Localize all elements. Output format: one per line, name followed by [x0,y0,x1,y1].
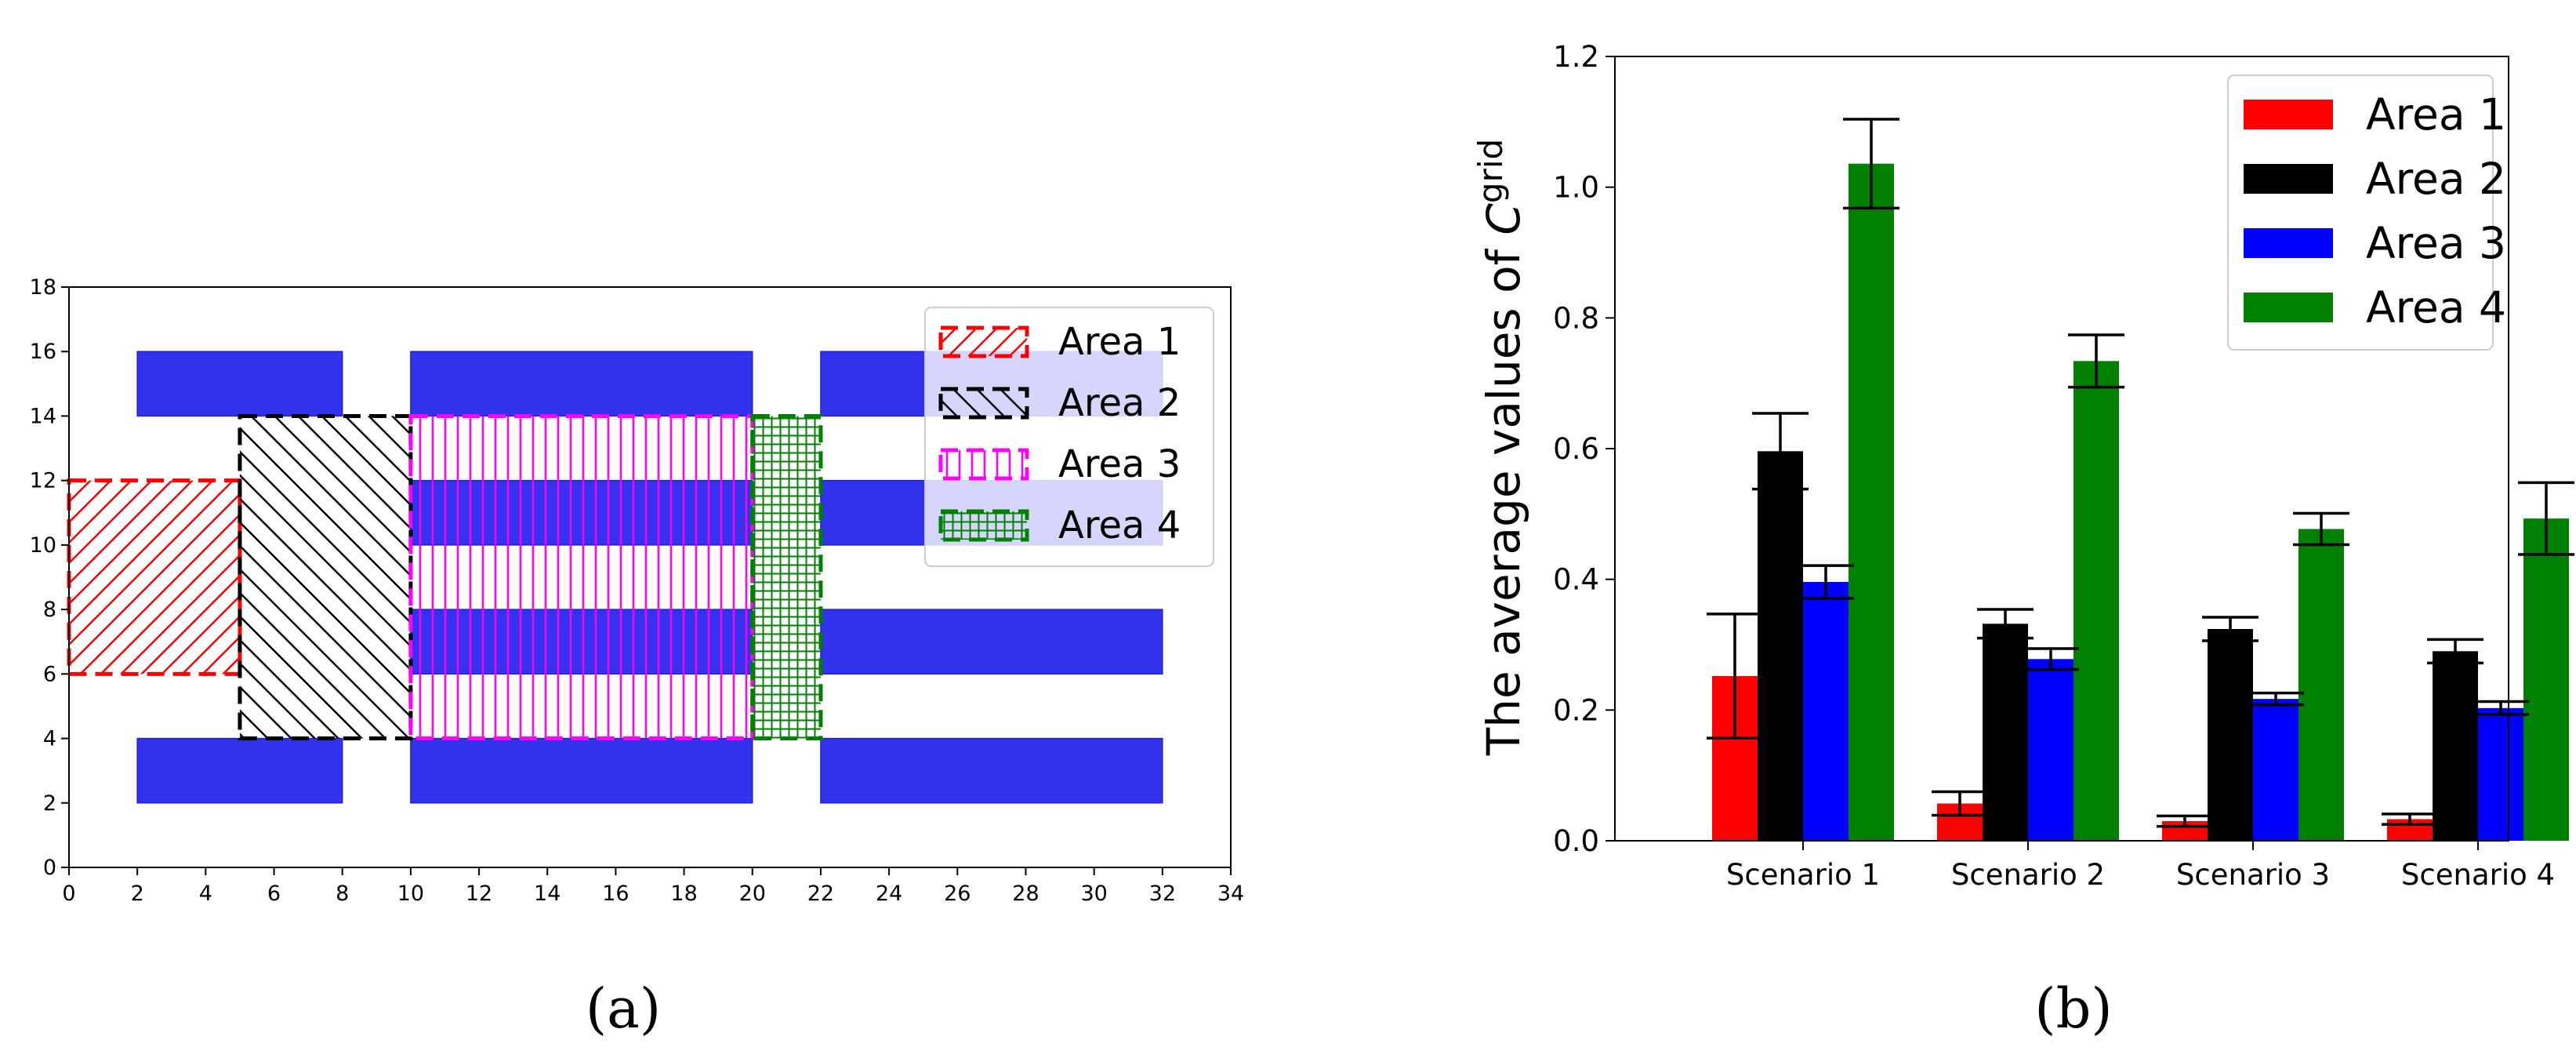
x-tick-label-a: 4 [199,882,212,906]
blue-block [410,737,753,804]
bars [1712,163,2569,841]
bar-area-3-scenario-4 [2478,707,2523,841]
legend-a: Area 1 Area 2 Area 3 Area 4 [924,307,1214,567]
bar-area-4-scenario-4 [2523,518,2569,841]
x-tick-label-a: 12 [466,882,492,906]
y-tick-label-a: 10 [30,533,56,558]
y-tick-label-a: 8 [43,598,56,622]
y-axis-label-sup: grid [1471,139,1510,203]
y-tick-label-b: 1.2 [1553,40,1599,74]
y-tick-label-a: 12 [30,469,56,493]
legend-b-label-4: Area 4 [2366,282,2506,333]
legend-b-swatch-3 [2244,228,2333,258]
bar-area-2-scenario-2 [1983,624,2028,841]
blue-block [820,737,1163,804]
blue-block [820,609,1163,675]
x-tick-label-a: 8 [336,882,349,906]
legend-b-swatch-4 [2244,293,2333,322]
bar-area-3-scenario-1 [1803,582,1849,841]
y-axis-label-symbol: C [1477,203,1530,235]
x-tick-label-a: 6 [267,882,281,906]
axes-a-frame [68,286,1232,868]
y-tick-label-b: 0.8 [1553,301,1599,335]
panel-b: 0.00.20.40.60.81.01.2 Scenario 1 Scenario… [1471,40,2574,1041]
x-tick-label-a: 32 [1149,882,1176,906]
y-tick-label-a: 6 [43,662,56,686]
legend-a-label-1: Area 1 [1058,320,1181,364]
blue-block [410,351,753,417]
blue-block [136,351,343,417]
x-tick-label-a: 34 [1217,882,1244,906]
legend-b-swatch-2 [2244,164,2333,194]
x-tick-label-a: 24 [876,882,902,906]
x-tick-label-a: 2 [131,882,144,906]
y-tick-label-b: 0.0 [1553,824,1599,858]
legend-a-swatch-2 [938,387,1029,420]
legend-b-swatch-1 [2244,100,2333,129]
legend-a-swatch-1 [938,325,1029,358]
y-tick-label-a: 0 [43,856,56,880]
y-axis-ticks-a: 0 2 4 6 8 10 12 14 16 18 [30,275,69,880]
bar-area-3-scenario-3 [2253,699,2298,841]
x-tick-label-a: 30 [1080,882,1107,906]
y-tick-label-a: 16 [30,340,56,364]
error-bars [1707,118,2574,828]
legend-a-label-3: Area 3 [1058,442,1181,486]
y-tick-label-b: 0.2 [1553,693,1599,727]
bar-area-2-scenario-3 [2208,629,2253,841]
bar-area-4-scenario-2 [2073,361,2119,841]
y-axis-label-prefix: The average values of [1477,235,1530,757]
y-tick-label-a: 4 [43,727,56,751]
x-tick-label-a: 28 [1012,882,1039,906]
x-tick-label-a: 14 [534,882,561,906]
legend-a-label-4: Area 4 [1058,504,1181,547]
x-axis-ticks-a: 0 2 4 6 8 10 12 14 16 18 20 22 24 26 28 30 32 34 [62,867,1244,906]
bar-area-2-scenario-4 [2433,651,2478,841]
legend-a-label-2: Area 2 [1058,381,1181,425]
y-tick-label-b: 0.4 [1553,563,1599,597]
area-region-4 [750,413,823,741]
bar-area-4-scenario-3 [2298,529,2344,841]
y-axis-label-b: The average values of Cgrid [1471,139,1530,756]
y-tick-label-b: 0.6 [1553,432,1599,466]
caption-a: (a) [586,976,661,1041]
area-region-2 [238,413,413,741]
x-tick-label-b: Scenario 3 [2176,858,2330,892]
caption-b: (b) [2034,976,2112,1041]
legend-b: Area 1 Area 2 Area 3 Area 4 [2227,75,2506,351]
blue-block [136,737,343,804]
bar-area-3-scenario-2 [2028,659,2073,841]
y-tick-label-a: 2 [43,791,56,816]
legend-b-box [2227,75,2494,351]
x-tick-label-a: 16 [602,882,629,906]
y-tick-label-a: 14 [30,404,56,428]
legend-b-label-2: Area 2 [2366,154,2506,204]
x-tick-label-a: 20 [739,882,766,906]
area-region-1 [67,478,242,676]
y-tick-label-a: 18 [30,275,56,300]
x-tick-label-a: 18 [670,882,697,906]
legend-a-swatch-3 [938,448,1029,481]
bar-area-2-scenario-1 [1758,451,1803,841]
legend-a-box [924,307,1214,567]
x-tick-label-a: 0 [62,882,75,906]
x-axis-ticks-b: Scenario 1 Scenario 2 Scenario 3 Scenario 4 [1726,841,2555,892]
area-region-3 [408,413,755,741]
x-tick-label-a: 10 [397,882,424,906]
x-tick-label-b: Scenario 2 [1951,858,2105,892]
bar-area-4-scenario-1 [1849,163,1894,841]
x-tick-label-b: Scenario 1 [1726,858,1880,892]
x-tick-label-b: Scenario 4 [2401,858,2555,892]
legend-a-swatch-4 [938,509,1029,542]
y-axis-ticks-b: 0.0 0.2 0.4 0.6 0.8 1.0 1.2 [1553,40,1615,858]
y-tick-label-b: 1.0 [1553,171,1599,205]
legend-b-label-1: Area 1 [2366,89,2506,140]
x-tick-label-a: 22 [807,882,834,906]
x-tick-label-a: 26 [944,882,971,906]
panel-a: 0 2 4 6 8 10 12 14 16 18 20 22 24 26 28 30 32 34 02468101… [30,275,1245,1041]
area-regions [67,413,823,741]
legend-b-label-3: Area 3 [2366,218,2506,268]
